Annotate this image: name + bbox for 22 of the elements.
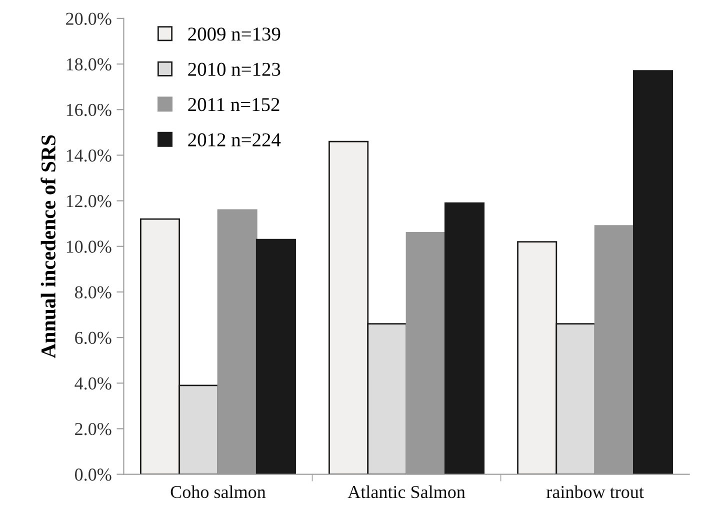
legend-label: 2010 n=123 <box>188 62 280 76</box>
x-tick-label: rainbow trout <box>546 485 644 498</box>
x-tick-label: Coho salmon <box>170 485 266 498</box>
y-axis-title: Annual incedence of SRS <box>40 135 56 358</box>
y-tick-label: 4.0% <box>74 377 112 390</box>
bar <box>633 70 674 474</box>
legend-label: 2011 n=152 <box>188 98 280 112</box>
y-tick-label: 16.0% <box>66 104 112 116</box>
x-tick-label: Atlantic Salmon <box>348 485 466 498</box>
y-tick-label: 0.0% <box>75 468 112 481</box>
bar <box>444 202 485 474</box>
legend-label: 2009 n=139 <box>188 28 280 41</box>
y-tick-label: 2.0% <box>75 422 112 436</box>
legend-label: 2012 n=224 <box>188 133 281 146</box>
y-tick-label: 8.0% <box>75 286 112 298</box>
y-tick-label: 12.0% <box>66 195 112 208</box>
y-tick-label: 18.0% <box>66 58 112 71</box>
y-tick-label: 20.0% <box>66 12 112 25</box>
y-tick-label: 14.0% <box>66 149 112 162</box>
y-tick-label: 10.0% <box>66 240 112 253</box>
bar <box>256 238 296 474</box>
y-tick-label: 6.0% <box>75 332 112 344</box>
